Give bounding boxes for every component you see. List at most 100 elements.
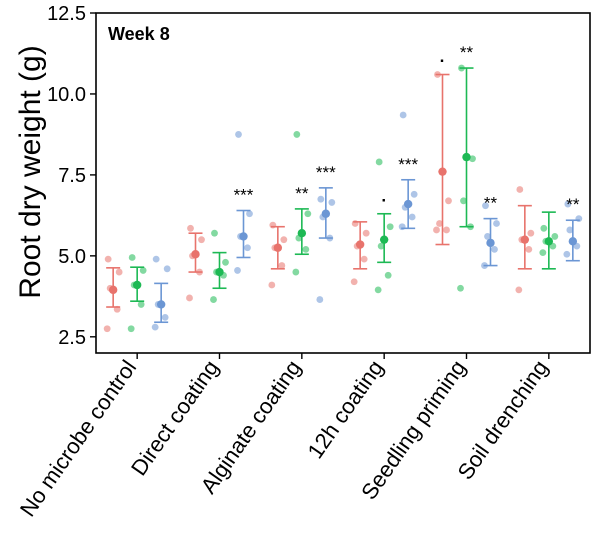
mean-point: [297, 228, 307, 238]
x-tick-label: Direct coating: [126, 356, 224, 481]
significance-label: **: [566, 195, 580, 214]
raw-point: [540, 224, 548, 232]
x-tick-label: No microbe control: [15, 356, 141, 522]
mean-point: [462, 152, 471, 162]
raw-point: [103, 325, 111, 333]
raw-point: [484, 233, 491, 240]
raw-point: [516, 186, 524, 193]
mean-point: [544, 237, 554, 246]
y-tick-label: 12.5: [47, 3, 86, 25]
raw-point: [410, 190, 418, 198]
raw-point: [328, 199, 336, 206]
raw-point: [539, 249, 547, 257]
raw-point: [527, 229, 535, 237]
mean-point: [273, 243, 283, 252]
raw-point: [469, 155, 476, 163]
raw-point: [198, 236, 205, 244]
y-axis-title: Root dry weight (g): [14, 45, 47, 298]
raw-point: [408, 213, 416, 221]
raw-point: [304, 210, 312, 218]
raw-point: [375, 158, 383, 166]
mean-point: [321, 209, 331, 218]
mean-point: [191, 250, 200, 259]
data-marks: ·** ·******** ***** **: [103, 43, 583, 333]
mean-point: [520, 235, 530, 244]
raw-point: [293, 131, 301, 138]
significance-label: ·: [440, 52, 446, 71]
raw-point: [139, 267, 147, 274]
raw-point: [317, 195, 325, 203]
panel-label: Week 8: [108, 24, 170, 44]
raw-point: [360, 255, 368, 263]
raw-point: [374, 286, 382, 294]
raw-point: [151, 323, 159, 331]
raw-point: [433, 226, 440, 234]
x-tick-label: 12h coating: [303, 356, 389, 464]
raw-point: [362, 229, 370, 237]
raw-point: [161, 313, 169, 321]
raw-point: [128, 254, 136, 261]
mean-point: [568, 237, 578, 246]
mean-point: [438, 167, 447, 176]
significance-label: ***: [398, 155, 418, 174]
raw-point: [246, 210, 253, 218]
raw-point: [384, 271, 392, 279]
raw-point: [268, 281, 276, 289]
raw-point: [280, 236, 288, 244]
raw-point: [386, 223, 394, 231]
raw-point: [292, 268, 300, 276]
raw-point: [491, 245, 498, 253]
significance-label: ***: [316, 163, 336, 182]
mean-point: [403, 199, 413, 209]
raw-point: [399, 111, 407, 119]
raw-point: [377, 242, 385, 250]
raw-point: [244, 244, 251, 252]
raw-point: [566, 226, 574, 234]
raw-point: [278, 262, 286, 269]
raw-point: [186, 294, 193, 302]
raw-point: [460, 197, 467, 205]
significance-label: **: [460, 43, 474, 62]
raw-point: [163, 265, 171, 273]
mean-point: [215, 267, 224, 277]
raw-point: [152, 255, 160, 263]
raw-point: [316, 296, 324, 303]
mean-point: [379, 235, 389, 244]
raw-point: [187, 224, 194, 232]
mean-point: [156, 300, 166, 309]
raw-point: [235, 131, 242, 138]
significance-label: ·: [381, 191, 387, 210]
raw-point: [493, 220, 500, 227]
raw-point: [211, 229, 218, 237]
mean-point: [355, 240, 365, 249]
raw-point: [127, 325, 135, 333]
mean-point: [108, 285, 118, 295]
raw-point: [436, 220, 443, 227]
significance-label: **: [295, 184, 309, 203]
raw-point: [457, 284, 464, 292]
raw-point: [515, 286, 523, 294]
x-tick-label: Soil drenching: [452, 356, 552, 485]
y-axis: 2.5 5.0 7.5 10.0 12.5: [47, 3, 96, 349]
y-tick-label: 10.0: [47, 84, 86, 106]
raw-point: [222, 258, 229, 266]
raw-point: [525, 245, 533, 253]
raw-point: [302, 245, 310, 253]
y-tick-label: 5.0: [58, 246, 86, 268]
mean-point: [239, 232, 248, 241]
significance-label: ***: [234, 186, 254, 205]
raw-point: [350, 278, 358, 286]
y-tick-label: 7.5: [58, 165, 86, 187]
raw-point: [443, 226, 450, 234]
raw-point: [234, 267, 241, 274]
raw-point: [137, 301, 145, 308]
plot-panel: [95, 12, 591, 354]
mean-point: [486, 238, 495, 248]
raw-point: [104, 255, 112, 263]
raw-point: [210, 296, 217, 303]
y-tick-label: 2.5: [58, 327, 86, 349]
raw-point: [551, 233, 559, 240]
raw-point: [115, 268, 123, 276]
raw-point: [445, 197, 452, 205]
